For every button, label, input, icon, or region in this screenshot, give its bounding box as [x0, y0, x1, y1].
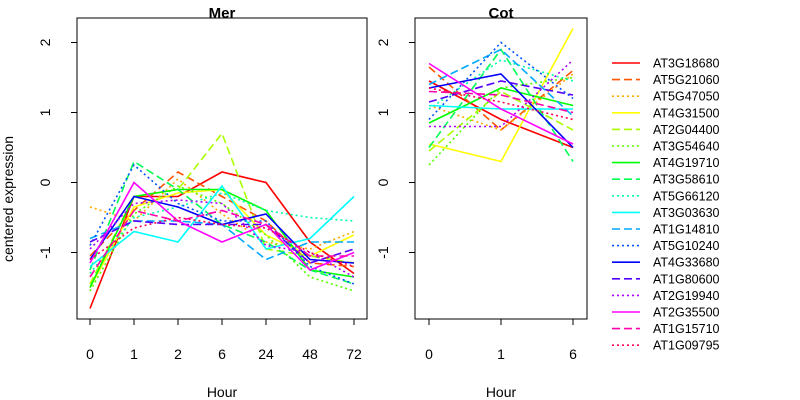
legend-label: AT2G04400 — [653, 123, 720, 137]
x-axis-label-cot: Hour — [486, 384, 517, 400]
series-line-at2g19940 — [429, 59, 574, 128]
x-tick-label: 24 — [258, 346, 274, 362]
x-tick-label: 0 — [425, 346, 433, 362]
legend-label: AT2G19940 — [653, 289, 720, 303]
series-line-at2g35500 — [89, 181, 355, 271]
y-axis-mer: -1 0 1 2 — [37, 38, 77, 259]
legend-label: AT3G03630 — [653, 206, 720, 220]
x-tick-label: 48 — [302, 346, 318, 362]
legend-label: AT4G19710 — [653, 156, 720, 170]
x-axis-label-mer: Hour — [207, 384, 238, 400]
legend-label: AT1G09795 — [653, 339, 720, 353]
series-line-at2g04400 — [428, 90, 574, 152]
x-tick-label: 1 — [497, 346, 505, 362]
legend-label: AT1G80600 — [653, 272, 720, 286]
legend: AT3G18680 AT5G21060 AT5G47050 AT4G31500 AT2G… — [612, 57, 720, 353]
series-line-at1g80600 — [428, 80, 574, 103]
y-tick-label: -1 — [37, 246, 53, 259]
legend-label: AT3G54640 — [653, 140, 720, 154]
y-tick-label: 1 — [375, 108, 391, 116]
legend-label: AT4G33680 — [653, 256, 720, 270]
series-layer-cot — [428, 28, 574, 166]
legend-label: AT5G47050 — [653, 90, 720, 104]
x-tick-label: 0 — [86, 346, 94, 362]
legend-label: AT5G10240 — [653, 239, 720, 253]
legend-label: AT1G14810 — [653, 223, 720, 237]
y-tick-label: 0 — [37, 178, 53, 186]
x-tick-label: 2 — [174, 346, 182, 362]
series-line-at5g66120 — [89, 192, 355, 274]
series-line-at5g10240 — [428, 41, 574, 121]
series-line-at3g58610 — [428, 48, 574, 162]
legend-label: AT2G35500 — [653, 306, 720, 320]
series-line-at1g14810 — [428, 48, 574, 117]
series-line-at4g31500 — [428, 28, 574, 163]
x-axis-mer: 0 1 2 6 24 48 72 — [86, 319, 362, 362]
panel-title-cot: Cot — [489, 5, 514, 22]
x-tick-label: 1 — [130, 346, 138, 362]
series-line-at4g19710 — [428, 87, 574, 124]
series-line-at2g19940 — [89, 199, 355, 278]
y-tick-label: 0 — [375, 178, 391, 186]
panel-cot: Cot 0 1 6 -1 0 1 2 Hour — [375, 5, 588, 400]
legend-label: AT3G18680 — [653, 57, 720, 71]
legend-label: AT3G58610 — [653, 173, 720, 187]
series-line-at2g35500 — [428, 62, 574, 145]
y-tick-label: 2 — [37, 38, 53, 46]
legend-label: AT4G31500 — [653, 106, 720, 120]
x-tick-label: 6 — [569, 346, 577, 362]
series-line-at4g19710 — [89, 188, 355, 288]
series-line-at5g10240 — [89, 163, 355, 285]
y-axis-cot: -1 0 1 2 — [375, 38, 415, 259]
x-tick-label: 6 — [218, 346, 226, 362]
series-line-at5g47050 — [428, 73, 574, 131]
legend-label: AT1G15710 — [653, 322, 720, 336]
series-line-at4g33680 — [428, 73, 574, 149]
y-tick-label: 2 — [375, 38, 391, 46]
plot-frame-cot — [414, 17, 588, 320]
x-axis-cot: 0 1 6 — [425, 319, 577, 362]
y-tick-label: -1 — [375, 246, 391, 259]
series-line-at3g18680 — [89, 171, 355, 309]
series-line-at1g15710 — [428, 90, 574, 114]
panel-mer: Mer 0 1 2 6 24 48 72 -1 0 1 2 Hour — [37, 5, 368, 400]
y-axis-label: centered expression — [0, 136, 16, 262]
y-tick-label: 1 — [37, 108, 53, 116]
panel-title-mer: Mer — [209, 5, 236, 22]
series-line-at3g03630 — [89, 184, 355, 268]
series-line-at1g80600 — [89, 220, 355, 264]
legend-label: AT5G21060 — [653, 73, 720, 87]
series-layer-mer — [89, 131, 355, 309]
series-line-at1g15710 — [89, 209, 354, 278]
x-tick-label: 72 — [346, 346, 362, 362]
legend-label: AT5G66120 — [653, 189, 720, 203]
